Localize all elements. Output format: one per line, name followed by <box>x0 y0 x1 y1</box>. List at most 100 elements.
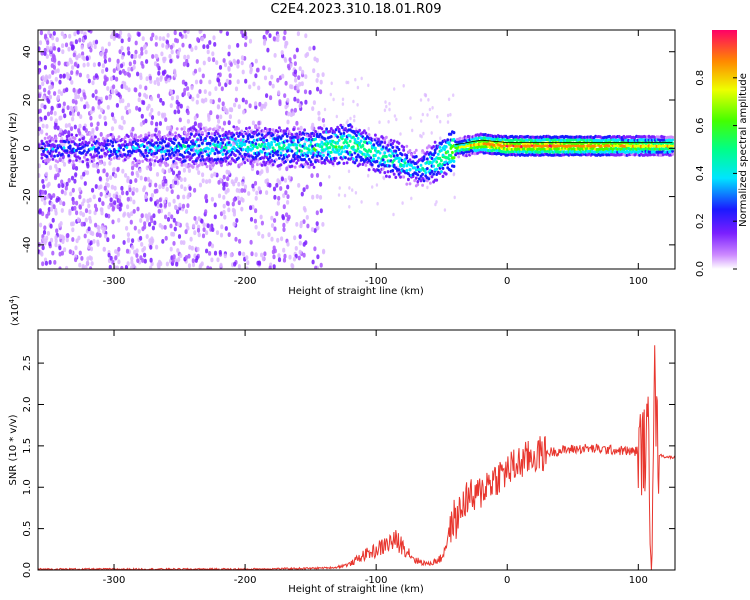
heatmap-noise-cell <box>150 193 154 198</box>
heatmap-ridge-cell <box>243 142 247 146</box>
heatmap-noise-cell <box>130 171 134 176</box>
heatmap-noise-cell <box>426 185 429 190</box>
heatmap-noise-cell <box>78 250 82 256</box>
heatmap-ridge-cell <box>359 139 363 143</box>
heatmap-noise-cell <box>99 184 103 190</box>
heatmap-ridge-cell <box>334 128 338 132</box>
heatmap-noise-cell <box>297 255 301 261</box>
heatmap-ridge-cell <box>199 148 203 152</box>
heatmap-ridge-cell <box>407 177 410 181</box>
heatmap-ridge-cell <box>260 150 264 154</box>
heatmap-noise-cell <box>378 120 381 124</box>
heatmap-ridge-cell <box>355 133 358 138</box>
heatmap-ridge-cell <box>42 149 45 154</box>
heatmap-noise-cell <box>196 37 200 42</box>
heatmap-ridge-cell <box>254 125 258 129</box>
heatmap-noise-cell <box>213 214 217 220</box>
heatmap-ridge-cell <box>405 182 409 186</box>
heatmap-noise-cell <box>44 33 48 39</box>
heatmap-noise-cell <box>196 93 200 99</box>
heatmap-ridge-cell <box>45 140 49 144</box>
heatmap-noise-cell <box>260 169 264 175</box>
heatmap-noise-cell <box>81 51 85 57</box>
heatmap-ridge-cell <box>284 129 288 133</box>
heatmap-noise-cell <box>70 70 74 75</box>
heatmap-noise-cell <box>225 109 229 115</box>
heatmap-noise-cell <box>169 89 173 95</box>
heatmap-noise-cell <box>183 54 187 60</box>
heatmap-ridge-cell <box>320 127 324 131</box>
x-tick-label: -200 <box>234 276 257 287</box>
heatmap-ridge-cell <box>240 132 244 136</box>
heatmap-noise-cell <box>138 54 142 59</box>
heatmap-noise-cell <box>79 114 83 119</box>
heatmap-ridge-cell <box>75 133 78 137</box>
heatmap-noise-cell <box>38 69 41 75</box>
heatmap-ridge-cell <box>389 149 393 153</box>
heatmap-noise-cell <box>156 81 161 87</box>
heatmap-ridge-cell <box>237 139 240 143</box>
heatmap-noise-cell <box>263 38 267 44</box>
heatmap-noise-cell <box>217 119 221 124</box>
heatmap-noise-cell <box>392 212 395 217</box>
heatmap-ridge-cell <box>402 163 406 167</box>
heatmap-noise-cell <box>59 200 63 205</box>
heatmap-noise-cell <box>367 126 370 131</box>
heatmap-noise-cell <box>198 67 202 73</box>
heatmap-ridge-cell <box>292 127 295 132</box>
heatmap-ridge-cell <box>331 147 335 152</box>
heatmap-noise-cell <box>272 186 277 192</box>
heatmap-noise-cell <box>58 223 62 228</box>
heatmap-noise-cell <box>57 60 61 66</box>
heatmap-noise-cell <box>198 264 202 269</box>
heatmap-noise-cell <box>140 242 144 247</box>
heatmap-noise-cell <box>169 44 173 50</box>
heatmap-noise-cell <box>117 217 121 223</box>
heatmap-noise-cell <box>315 221 319 227</box>
heatmap-noise-cell <box>133 225 137 231</box>
heatmap-ridge-cell <box>155 141 159 145</box>
heatmap-noise-cell <box>51 35 55 41</box>
heatmap-ridge-cell <box>340 125 344 130</box>
heatmap-noise-cell <box>282 193 286 199</box>
heatmap-ridge-cell <box>385 135 388 139</box>
heatmap-ridge-cell <box>51 157 55 161</box>
heatmap-noise-cell <box>70 107 75 113</box>
heatmap-noise-cell <box>165 44 169 50</box>
heatmap-ridge-cell <box>152 154 156 158</box>
heatmap-noise-cell <box>286 194 290 200</box>
heatmap-noise-cell <box>74 95 78 100</box>
heatmap-noise-cell <box>217 180 221 185</box>
heatmap-noise-cell <box>310 227 315 232</box>
heatmap-noise-cell <box>388 107 391 112</box>
heatmap-noise-cell <box>135 162 139 168</box>
heatmap-noise-cell <box>165 261 169 267</box>
heatmap-ridge-cell <box>202 126 206 130</box>
heatmap-ridge-cell <box>237 127 240 131</box>
heatmap-ridge-cell <box>125 145 129 149</box>
heatmap-ridge-cell <box>446 138 450 142</box>
heatmap-noise-cell <box>321 72 325 77</box>
heatmap-noise-cell <box>188 186 192 191</box>
heatmap-ridge-cell <box>262 129 266 133</box>
heatmap-noise-cell <box>220 86 224 92</box>
heatmap-noise-cell <box>164 117 168 122</box>
heatmap-ridge-cell <box>226 132 229 136</box>
heatmap-noise-cell <box>194 45 198 51</box>
heatmap-ridge-cell <box>342 161 346 165</box>
heatmap-ridge-cell <box>218 125 222 129</box>
heatmap-ridge-cell <box>221 152 225 156</box>
heatmap-ridge-cell <box>215 136 218 140</box>
heatmap-noise-cell <box>227 120 231 126</box>
heatmap-ridge-cell <box>410 153 413 157</box>
snr-frame <box>37 329 676 571</box>
heatmap-noise-cell <box>272 36 276 42</box>
heatmap-ridge-cell <box>56 154 60 158</box>
heatmap-noise-cell <box>139 235 143 241</box>
heatmap-ridge-cell <box>51 137 55 142</box>
heatmap-noise-cell <box>105 95 109 101</box>
heatmap-ridge-cell <box>153 145 157 149</box>
heatmap-noise-cell <box>192 223 196 229</box>
heatmap-ridge-cell <box>139 134 143 138</box>
heatmap-ridge-cell <box>425 157 429 161</box>
